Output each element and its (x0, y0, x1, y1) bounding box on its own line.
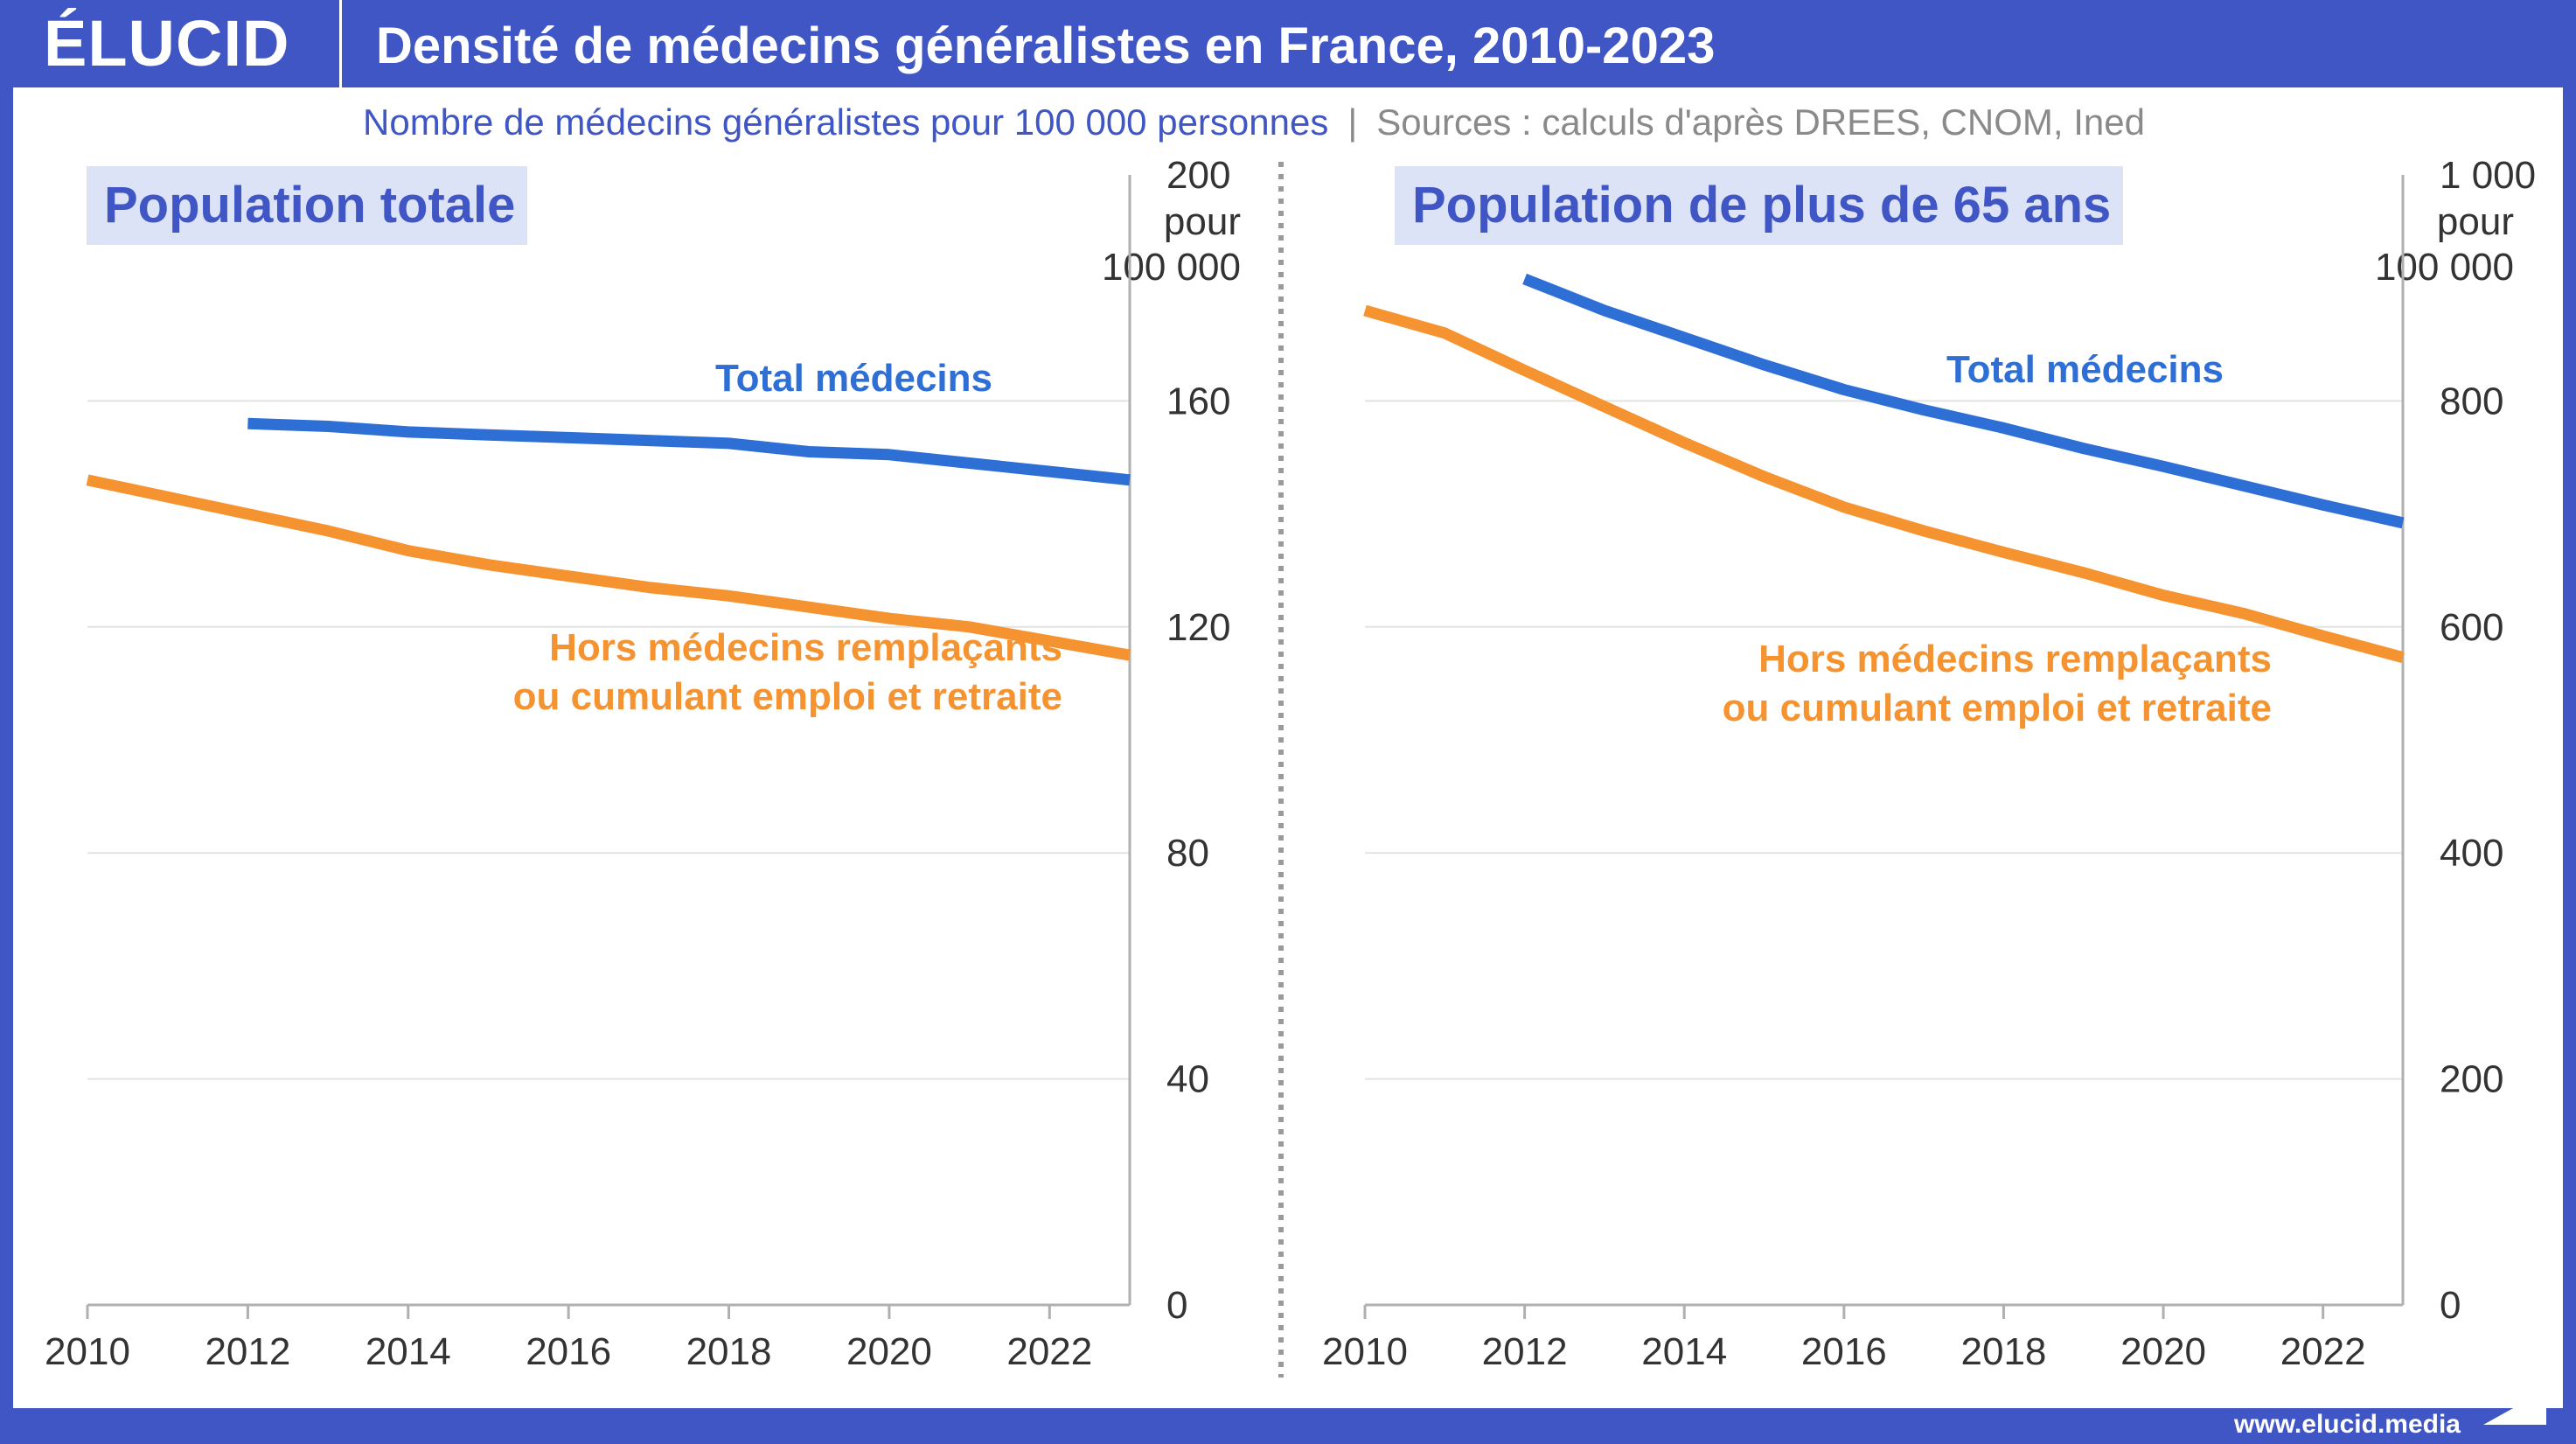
header-bar (0, 0, 2576, 87)
panel-title-total: Population totale (87, 166, 528, 245)
y-tick-label: 120 (1166, 606, 1230, 649)
y-tick-label: 40 (1166, 1058, 1209, 1101)
x-tick-label: 2014 (1641, 1330, 1727, 1373)
x-tick-label: 2012 (1482, 1330, 1568, 1373)
y-tick-label: 0 (1166, 1284, 1187, 1327)
y-unit-label: pour (2437, 200, 2514, 243)
x-tick-label: 2014 (366, 1330, 451, 1373)
y-tick-label: 400 (2440, 832, 2503, 875)
x-tick-label: 2016 (526, 1330, 611, 1373)
x-tick-label: 2016 (1801, 1330, 1887, 1373)
chart-subtitle: Nombre de médecins généralistes pour 100… (363, 94, 2145, 150)
y-unit-label: pour (1164, 200, 1241, 243)
series-label-hors: Hors médecins remplaçants (549, 626, 1062, 669)
y-unit-label: 100 000 (2375, 246, 2514, 289)
x-tick-label: 2018 (1961, 1330, 2047, 1373)
footer-url-link[interactable]: www.elucid.media (2234, 1410, 2461, 1439)
x-tick-label: 2010 (1322, 1330, 1408, 1373)
subtitle-text: Nombre de médecins généralistes pour 100… (363, 101, 1329, 143)
x-tick-label: 2020 (2120, 1330, 2206, 1373)
subtitle-separator: | (1347, 101, 1358, 143)
subtitle-source: Sources : calculs d'après DREES, CNOM, I… (1376, 101, 2145, 143)
y-unit-label: 100 000 (1102, 246, 1241, 289)
series-line-hors (86, 474, 1131, 661)
y-tick-label: 80 (1166, 832, 1209, 875)
page-title: Densité de médecins généralistes en Fran… (376, 17, 1716, 74)
y-tick-label: 1 000 (2440, 154, 2536, 197)
series-label-total: Total médecins (1946, 348, 2224, 391)
series-label-hors: ou cumulant emploi et retraite (513, 675, 1062, 718)
series-label-hors: Hors médecins remplaçants (1758, 638, 2272, 680)
chart-panel (13, 87, 2563, 1408)
x-tick-label: 2022 (2280, 1330, 2366, 1373)
elucid-mark-icon (2483, 1390, 2546, 1425)
x-tick-label: 2020 (846, 1330, 932, 1373)
series-line-total (247, 417, 1131, 486)
series-label-total: Total médecins (715, 357, 992, 400)
y-tick-label: 800 (2440, 380, 2503, 422)
elucid-logo[interactable]: ÉLUCID (44, 7, 290, 80)
y-tick-label: 0 (2440, 1284, 2461, 1327)
y-tick-label: 160 (1166, 380, 1230, 422)
x-tick-label: 2018 (686, 1330, 772, 1373)
x-tick-label: 2022 (1006, 1330, 1092, 1373)
x-tick-label: 2012 (205, 1330, 290, 1373)
series-label-hors: ou cumulant emploi et retraite (1723, 687, 2272, 729)
panel-title-65plus: Population de plus de 65 ans (1395, 166, 2124, 245)
y-tick-label: 200 (1166, 154, 1230, 197)
x-tick-label: 2010 (45, 1330, 130, 1373)
series-line-hors (1363, 304, 2405, 663)
y-tick-label: 600 (2440, 606, 2503, 649)
y-tick-label: 200 (2440, 1058, 2503, 1101)
header-divider (339, 0, 342, 87)
footer-bar (0, 1408, 2576, 1444)
series-line-total (1522, 273, 2405, 529)
